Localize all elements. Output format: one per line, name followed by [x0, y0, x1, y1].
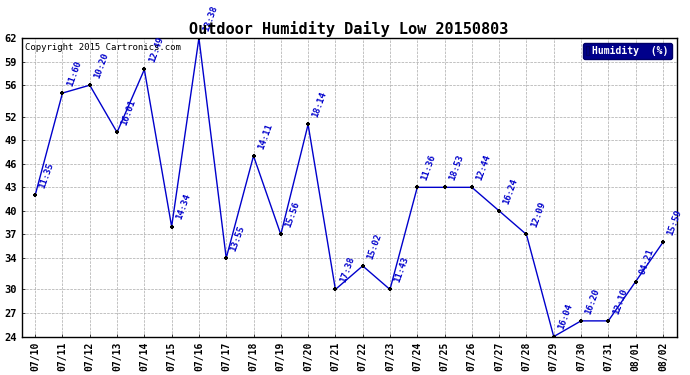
Point — [466, 184, 477, 190]
Text: 16:24: 16:24 — [502, 177, 520, 206]
Point — [330, 286, 341, 292]
Text: 18:14: 18:14 — [311, 91, 328, 119]
Point — [57, 90, 68, 96]
Text: 18:53: 18:53 — [447, 153, 465, 182]
Text: 13:55: 13:55 — [229, 224, 246, 252]
Point — [221, 255, 232, 261]
Point — [248, 153, 259, 159]
Text: 12:49: 12:49 — [147, 36, 165, 64]
Text: 12:10: 12:10 — [611, 287, 629, 315]
Text: Copyright 2015 Cartronics.com: Copyright 2015 Cartronics.com — [25, 42, 181, 51]
Point — [412, 184, 423, 190]
Point — [658, 239, 669, 245]
Point — [603, 318, 614, 324]
Point — [84, 82, 95, 88]
Point — [549, 334, 560, 340]
Legend: Humidity  (%): Humidity (%) — [582, 43, 671, 59]
Text: 11:35: 11:35 — [38, 161, 56, 190]
Text: 11:43: 11:43 — [393, 256, 411, 284]
Text: 10:20: 10:20 — [92, 51, 110, 80]
Title: Outdoor Humidity Daily Low 20150803: Outdoor Humidity Daily Low 20150803 — [189, 21, 509, 37]
Point — [139, 66, 150, 72]
Text: 14:34: 14:34 — [175, 193, 192, 221]
Point — [575, 318, 586, 324]
Point — [303, 122, 314, 128]
Text: 12:44: 12:44 — [475, 153, 492, 182]
Text: 15:02: 15:02 — [366, 232, 383, 260]
Point — [112, 129, 123, 135]
Point — [193, 35, 204, 41]
Text: 15:59: 15:59 — [666, 209, 683, 237]
Point — [30, 192, 41, 198]
Point — [521, 231, 532, 237]
Text: 14:11: 14:11 — [256, 122, 274, 150]
Text: 13:38: 13:38 — [201, 4, 219, 33]
Text: 16:04: 16:04 — [557, 303, 574, 331]
Text: 11:60: 11:60 — [66, 59, 83, 87]
Text: 16:01: 16:01 — [120, 99, 137, 127]
Text: 12:09: 12:09 — [529, 201, 547, 229]
Text: 17:38: 17:38 — [338, 256, 356, 284]
Point — [493, 208, 504, 214]
Point — [275, 231, 286, 237]
Text: 16:20: 16:20 — [584, 287, 602, 315]
Point — [439, 184, 450, 190]
Text: 04:21: 04:21 — [638, 248, 656, 276]
Point — [630, 279, 641, 285]
Text: 11:36: 11:36 — [420, 153, 437, 182]
Text: 15:56: 15:56 — [284, 201, 302, 229]
Point — [166, 224, 177, 230]
Point — [384, 286, 395, 292]
Point — [357, 263, 368, 269]
